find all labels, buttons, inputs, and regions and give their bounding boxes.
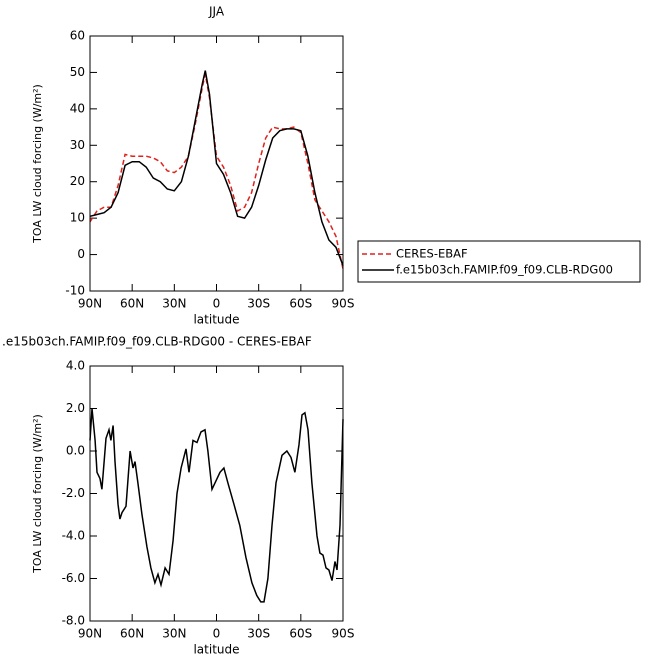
y-axis-label: TOA LW cloud forcing (W/m²) — [31, 414, 44, 574]
line-series — [89, 74, 344, 270]
y-tick-label: 10 — [70, 211, 85, 225]
x-tick-label: 30S — [247, 297, 270, 311]
plot-frame — [89, 35, 344, 292]
legend-label: CERES-EBAF — [396, 247, 468, 261]
x-tick-label: 60S — [289, 627, 312, 641]
x-tick-label: 90N — [78, 627, 102, 641]
legend-box — [357, 240, 641, 283]
line-series — [89, 408, 344, 603]
line-series — [89, 70, 344, 266]
y-tick-label: 40 — [70, 101, 85, 115]
y-tick-label: 0.0 — [66, 444, 85, 458]
y-tick-label: -6.0 — [62, 571, 85, 585]
y-tick-label: 60 — [70, 29, 85, 43]
chart-title: JJA — [208, 5, 225, 19]
y-tick-label: 2.0 — [66, 401, 85, 415]
x-tick-label: 30N — [162, 627, 186, 641]
y-tick-label: 0 — [77, 247, 85, 261]
x-tick-label: 60N — [120, 627, 144, 641]
plot-frame — [89, 365, 344, 622]
x-tick-label: 90S — [332, 627, 355, 641]
x-tick-label: 0 — [213, 297, 221, 311]
y-tick-label: 20 — [70, 174, 85, 188]
y-axis-label: TOA LW cloud forcing (W/m²) — [31, 84, 44, 244]
y-tick-label: -8.0 — [62, 614, 85, 628]
x-axis-label: latitude — [193, 643, 239, 657]
y-tick-label: -4.0 — [62, 529, 85, 543]
x-tick-label: 60N — [120, 297, 144, 311]
x-tick-label: 90N — [78, 297, 102, 311]
chart-title: .e15b03ch.FAMIP.f09_f09.CLB-RDG00 - CERE… — [2, 335, 312, 349]
y-tick-label: 50 — [70, 65, 85, 79]
x-tick-label: 30S — [247, 627, 270, 641]
y-tick-label: 4.0 — [66, 359, 85, 373]
legend-label: f.e15b03ch.FAMIP.f09_f09.CLB-RDG00 — [396, 263, 613, 277]
x-tick-label: 30N — [162, 297, 186, 311]
x-tick-label: 90S — [332, 297, 355, 311]
y-tick-label: -2.0 — [62, 486, 85, 500]
y-tick-label: -10 — [65, 284, 85, 298]
x-tick-label: 0 — [213, 627, 221, 641]
x-tick-label: 60S — [289, 297, 312, 311]
x-axis-label: latitude — [193, 313, 239, 327]
y-tick-label: 30 — [70, 138, 85, 152]
